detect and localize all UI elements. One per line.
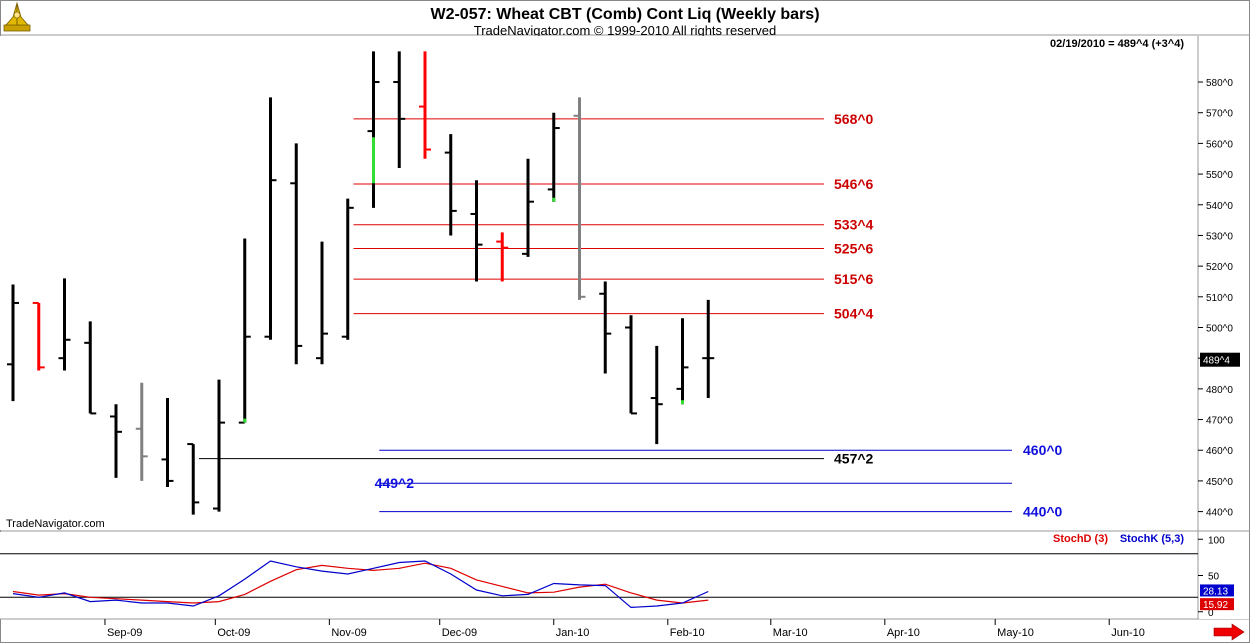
level-label: 449^2 [375, 475, 415, 491]
price-bar [135, 382, 148, 481]
y-tick-label: 580^0 [1206, 78, 1233, 89]
y-tick-label: 450^0 [1206, 477, 1233, 488]
stoch-y-tick-label: 50 [1208, 572, 1220, 583]
x-tick-label: Oct-09 [217, 627, 250, 639]
x-tick-label: Feb-10 [670, 627, 705, 639]
x-tick-label: Nov-09 [331, 627, 366, 639]
last-price-marker [1200, 352, 1240, 367]
y-tick-label: 470^0 [1206, 416, 1233, 427]
price-bar [58, 278, 71, 371]
stoch-d-legend: StochD (3) [1053, 533, 1108, 545]
watermark-text: TradeNavigator.com [6, 518, 105, 530]
price-bar [290, 143, 303, 365]
stoch-d-last-label: 15.92 [1203, 600, 1228, 611]
price-bar [702, 299, 715, 399]
x-tick-label: Sep-09 [107, 627, 142, 639]
price-bar [522, 158, 534, 257]
chart-title: W2-057: Wheat CBT (Comb) Cont Liq (Weekl… [430, 6, 819, 23]
price-bar [599, 281, 612, 374]
price-bar [625, 315, 637, 415]
level-label: 515^6 [834, 271, 874, 287]
stoch-k-last-label: 28.13 [1203, 586, 1228, 597]
x-tick-label: May-10 [997, 627, 1034, 639]
price-bar [341, 198, 354, 340]
price-bar [419, 51, 431, 159]
price-bar [573, 97, 586, 300]
y-tick-label: 570^0 [1206, 109, 1233, 120]
price-bar [32, 301, 45, 371]
price-bar [213, 379, 225, 512]
y-tick-label: 540^0 [1206, 201, 1233, 212]
y-tick-label: 520^0 [1206, 262, 1233, 273]
price-bar [367, 51, 380, 208]
stoch-series-line [12, 560, 709, 609]
y-tick-label: 480^0 [1206, 385, 1233, 396]
scroll-right-arrow-icon[interactable] [1212, 623, 1246, 641]
price-bar [393, 51, 406, 168]
price-bar [161, 398, 174, 488]
y-tick-label: 440^0 [1206, 508, 1233, 519]
price-bar [496, 232, 509, 282]
x-tick-label: Jun-10 [1111, 627, 1145, 639]
level-label: 440^0 [1023, 504, 1063, 520]
price-bar [676, 318, 689, 405]
stoch-y-tick-label: 0 [1208, 608, 1214, 619]
y-tick-label: 510^0 [1206, 293, 1233, 304]
price-bar [316, 241, 328, 365]
level-label: 457^2 [834, 451, 874, 467]
level-label: 546^6 [834, 176, 874, 192]
price-bar [264, 97, 277, 340]
price-bar [187, 443, 200, 515]
price-bar [547, 112, 560, 202]
x-tick-label: Apr-10 [887, 627, 920, 639]
y-tick-label: 560^0 [1206, 139, 1233, 150]
price-bar [110, 404, 122, 478]
stoch-y-tick-label: 100 [1208, 535, 1225, 546]
stoch-k-last-marker [1200, 584, 1234, 597]
header-band [1, 1, 1249, 35]
x-tick-label: Dec-09 [442, 627, 477, 639]
price-bar [7, 284, 19, 402]
y-tick-label: 460^0 [1206, 446, 1233, 457]
price-bar [470, 180, 483, 282]
x-tick-label: Jan-10 [556, 627, 590, 639]
stoch-d-last-marker [1200, 598, 1234, 611]
stoch-pane [0, 532, 1198, 619]
price-bar [238, 238, 251, 424]
stoch-k-legend: StochK (5,3) [1120, 533, 1185, 545]
y-tick-label: 550^0 [1206, 170, 1233, 181]
y-tick-label: 530^0 [1206, 231, 1233, 242]
last-quote-readout: 02/19/2010 = 489^4 (+3^4) [1050, 38, 1184, 50]
y-tick-label: 500^0 [1206, 323, 1233, 334]
level-label: 504^4 [834, 306, 874, 322]
price-pane [0, 36, 1198, 530]
level-label: 533^4 [834, 217, 874, 233]
last-price-label: 489^4 [1203, 356, 1230, 367]
level-label: 460^0 [1023, 442, 1063, 458]
level-label: 568^0 [834, 111, 874, 127]
tradenavigator-logo-icon[interactable] [3, 1, 31, 32]
price-bar [444, 134, 457, 236]
level-label: 525^6 [834, 240, 874, 256]
price-bar [650, 345, 663, 445]
copyright-text: TradeNavigator.com © 1999-2010 All right… [474, 23, 776, 38]
price-bar [84, 321, 97, 415]
x-tick-label: Mar-10 [773, 627, 808, 639]
